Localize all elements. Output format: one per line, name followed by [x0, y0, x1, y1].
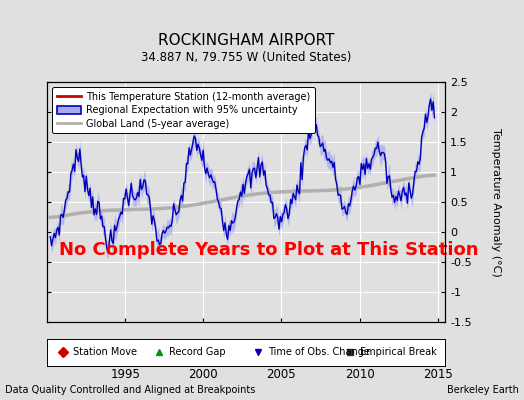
Text: 2000: 2000	[189, 368, 218, 381]
Text: Data Quality Controlled and Aligned at Breakpoints: Data Quality Controlled and Aligned at B…	[5, 385, 256, 395]
Text: 1995: 1995	[111, 368, 140, 381]
Text: Berkeley Earth: Berkeley Earth	[447, 385, 519, 395]
Y-axis label: Temperature Anomaly (°C): Temperature Anomaly (°C)	[492, 128, 501, 276]
Text: Station Move: Station Move	[73, 347, 137, 357]
Text: ROCKINGHAM AIRPORT: ROCKINGHAM AIRPORT	[158, 33, 334, 48]
Text: Empirical Break: Empirical Break	[360, 347, 436, 357]
Text: 34.887 N, 79.755 W (United States): 34.887 N, 79.755 W (United States)	[141, 51, 352, 64]
Text: 2015: 2015	[423, 368, 452, 381]
Text: 2005: 2005	[267, 368, 296, 381]
Text: 2010: 2010	[345, 368, 374, 381]
Text: Time of Obs. Change: Time of Obs. Change	[268, 347, 370, 357]
Text: No Complete Years to Plot at This Station: No Complete Years to Plot at This Statio…	[59, 241, 478, 259]
Legend: This Temperature Station (12-month average), Regional Expectation with 95% uncer: This Temperature Station (12-month avera…	[52, 87, 315, 133]
Text: Record Gap: Record Gap	[169, 347, 225, 357]
